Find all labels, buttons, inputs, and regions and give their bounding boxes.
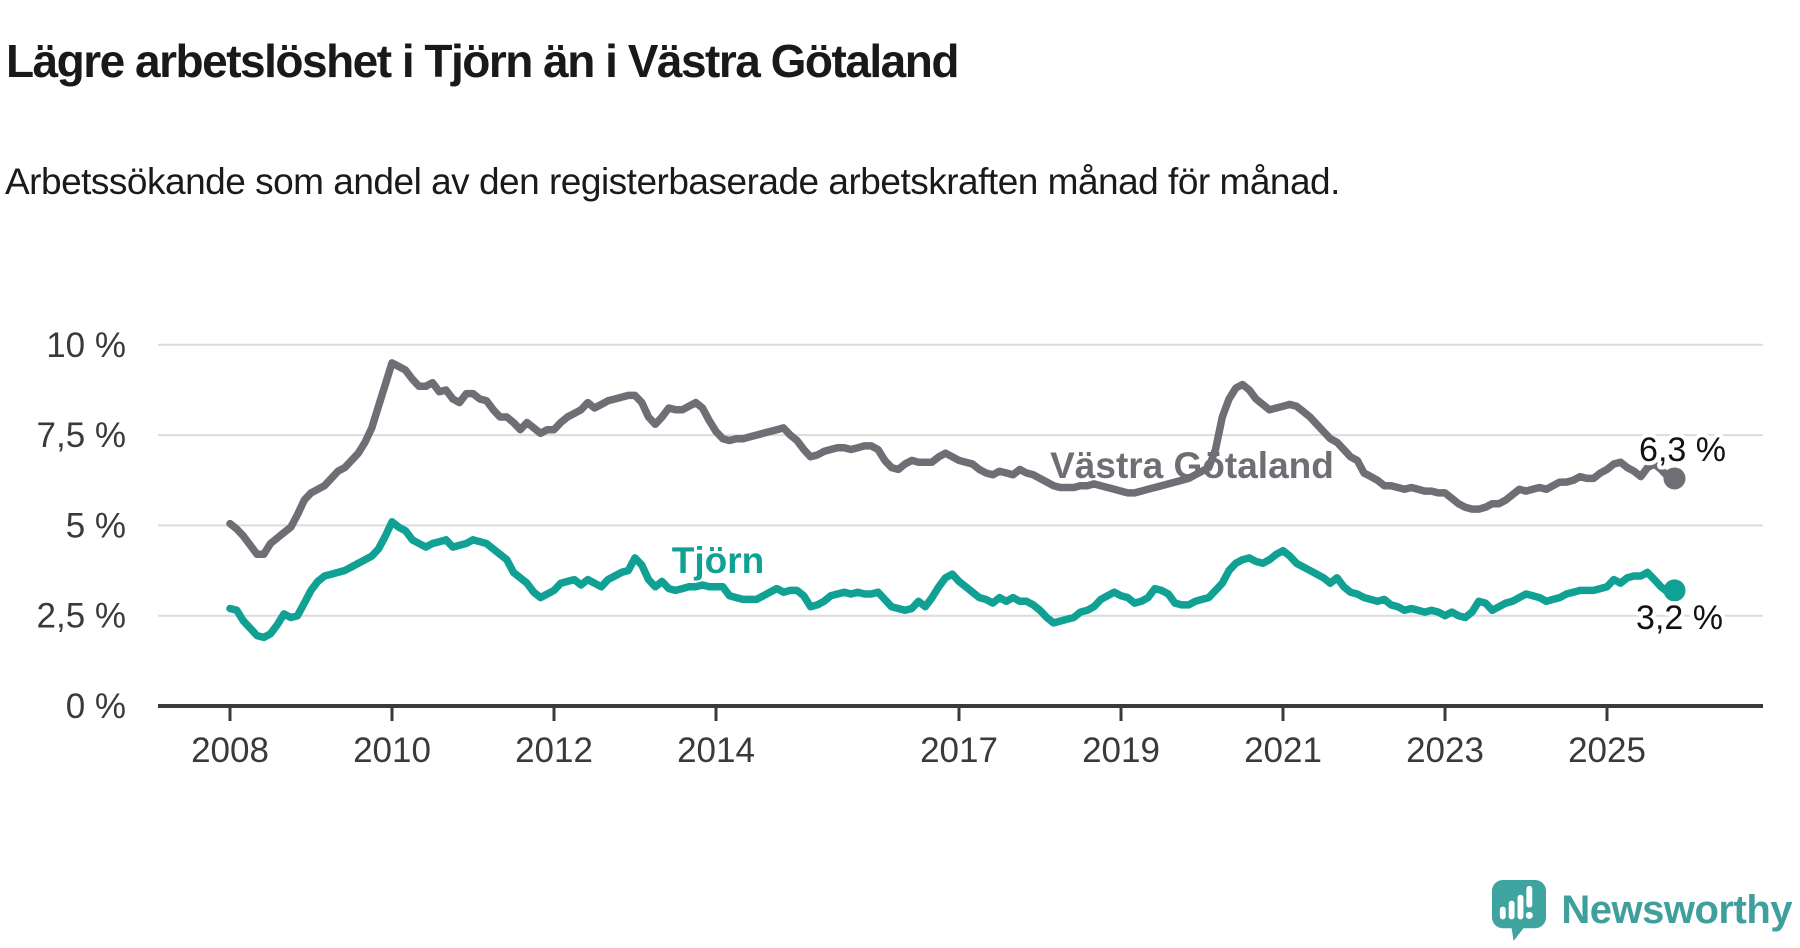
logo-bar-medium xyxy=(1509,900,1515,920)
x-tick-label: 2021 xyxy=(1244,731,1322,770)
y-tick-label: 0 % xyxy=(66,687,126,726)
newsworthy-logo: Newsworthy xyxy=(1491,879,1792,942)
newsworthy-logo-icon xyxy=(1492,880,1547,941)
y-tick-label: 2,5 % xyxy=(37,597,127,636)
series-line-vastra-gotaland xyxy=(226,359,1679,559)
series-end-dot-vastra-gotaland xyxy=(1663,467,1686,490)
x-tick-label: 2017 xyxy=(920,731,998,770)
x-tick-label: 2019 xyxy=(1082,731,1160,770)
logo-bar-small xyxy=(1500,906,1507,920)
series-line-tjorn xyxy=(226,518,1679,642)
x-tick-label: 2012 xyxy=(515,731,593,770)
x-tick-label: 2023 xyxy=(1406,731,1484,770)
logo-exclamation-dot xyxy=(1526,911,1534,919)
x-tick-label: 2025 xyxy=(1568,731,1646,770)
x-tick-label: 2008 xyxy=(191,731,269,770)
newsworthy-logo-text: Newsworthy xyxy=(1561,888,1792,932)
series-label-vastra-gotaland: Västra Götaland xyxy=(1050,445,1334,486)
y-tick-label: 7,5 % xyxy=(37,416,127,455)
x-tick-label: 2014 xyxy=(677,731,755,770)
end-value-label-tjorn: 3,2 % xyxy=(1636,599,1723,637)
chart-subtitle: Arbetssökande som andel av den registerb… xyxy=(5,161,1340,202)
series-label-tjorn: Tjörn xyxy=(672,540,764,581)
x-tick-label: 2010 xyxy=(353,731,431,770)
page-title: Lägre arbetslöshet i Tjörn än i Västra G… xyxy=(6,34,959,87)
end-value-label-vastra-gotaland: 6,3 % xyxy=(1639,431,1726,469)
y-tick-label: 10 % xyxy=(46,326,126,365)
series-end-dot-tjorn xyxy=(1663,579,1686,602)
logo-exclamation-bar xyxy=(1526,885,1533,908)
y-tick-label: 5 % xyxy=(66,506,126,545)
logo-bar-tall xyxy=(1517,894,1524,920)
